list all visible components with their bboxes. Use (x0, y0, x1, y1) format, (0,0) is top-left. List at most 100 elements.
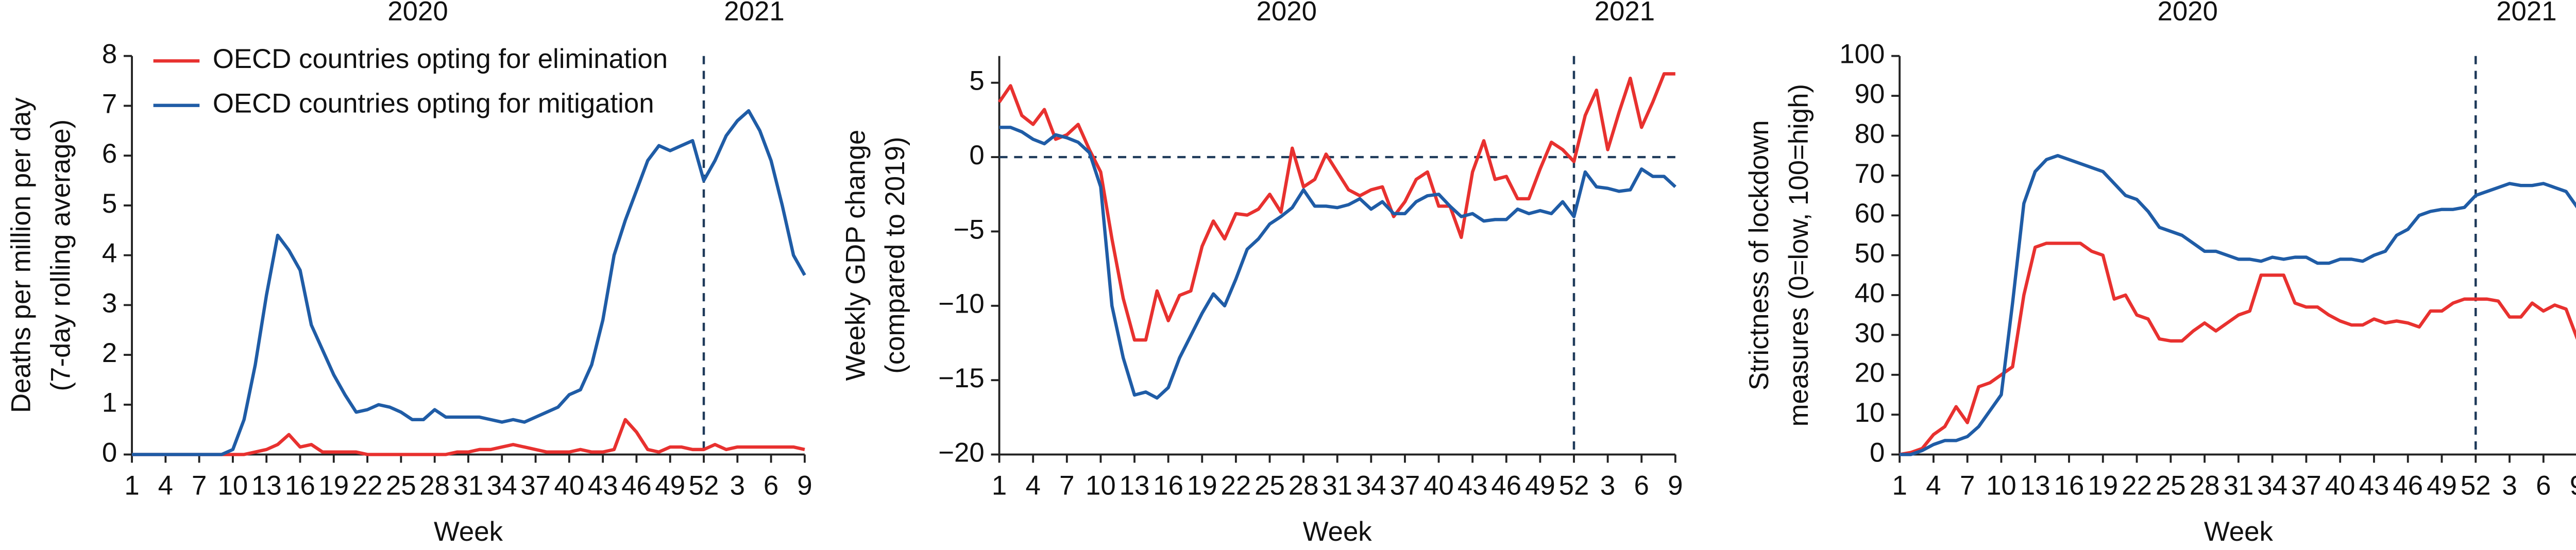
y-tick-label: 1 (102, 388, 117, 418)
y-tick-label: 2 (102, 338, 117, 368)
y-tick-label: 10 (1855, 398, 1885, 428)
y-tick-label: 100 (1839, 39, 1885, 70)
x-tick-label: 3 (2502, 470, 2517, 501)
x-tick-label: 40 (2325, 470, 2355, 501)
y-tick-label: 70 (1855, 159, 1885, 189)
x-tick-label: 7 (1960, 470, 1975, 501)
x-tick-label: 37 (1390, 470, 1420, 501)
x-tick-label: 9 (2570, 470, 2576, 501)
x-tick-label: 31 (453, 470, 484, 501)
x-tick-label: 10 (218, 470, 248, 501)
x-tick-label: 28 (419, 470, 450, 501)
x-tick-label: 1 (124, 470, 139, 501)
x-axis-label: Week (2204, 517, 2274, 547)
y-tick-label: 80 (1855, 118, 1885, 149)
y-axis-label: Deaths per million per day (6, 97, 37, 413)
x-tick-label: 4 (1926, 470, 1941, 501)
y-tick-label: 60 (1855, 198, 1885, 229)
x-tick-label: 7 (192, 470, 207, 501)
x-tick-label: 25 (2156, 470, 2186, 501)
x-tick-label: 4 (1026, 470, 1041, 501)
y-axis-label: (7-day rolling average) (46, 119, 76, 391)
x-tick-label: 1 (1892, 470, 1907, 501)
x-tick-label: 31 (1322, 470, 1352, 501)
y-axis-label: measures (0=low, 100=high) (1784, 84, 1814, 427)
x-tick-label: 46 (2393, 470, 2423, 501)
y-tick-label: 4 (102, 238, 117, 269)
legend-label: OECD countries opting for elimination (213, 44, 668, 74)
x-tick-label: 16 (2054, 470, 2084, 501)
year-label: 2020 (1257, 0, 1317, 27)
x-tick-label: 43 (588, 470, 618, 501)
x-tick-label: 22 (352, 470, 383, 501)
x-tick-label: 19 (318, 470, 349, 501)
x-tick-label: 10 (1986, 470, 2016, 501)
year-label: 2021 (2496, 0, 2556, 27)
x-tick-label: 37 (520, 470, 551, 501)
x-tick-label: 31 (2223, 470, 2253, 501)
series-line (999, 126, 1677, 400)
x-tick-label: 9 (1668, 470, 1683, 501)
x-tick-label: 46 (621, 470, 652, 501)
x-tick-label: 34 (1356, 470, 1386, 501)
x-tick-label: 16 (1153, 470, 1183, 501)
year-label: 2021 (1595, 0, 1655, 27)
x-tick-label: 25 (386, 470, 416, 501)
x-tick-label: 10 (1086, 470, 1116, 501)
y-tick-label: 5 (969, 66, 984, 96)
y-tick-label: 30 (1855, 318, 1885, 348)
x-tick-label: 22 (1221, 470, 1251, 501)
y-tick-label: 20 (1855, 358, 1885, 388)
x-tick-label: 13 (2020, 470, 2050, 501)
x-tick-label: 6 (764, 470, 778, 501)
x-tick-label: 9 (797, 470, 812, 501)
y-tick-label: 0 (1870, 437, 1885, 468)
x-tick-label: 6 (2536, 470, 2551, 501)
x-tick-label: 49 (655, 470, 685, 501)
x-tick-label: 25 (1255, 470, 1285, 501)
x-tick-label: 34 (2257, 470, 2287, 501)
x-axis-label: Week (434, 517, 503, 547)
y-axis-label: (compared to 2019) (880, 136, 910, 373)
y-tick-label: 0 (102, 437, 117, 468)
x-tick-label: 28 (1289, 470, 1319, 501)
series-line (1900, 153, 2576, 456)
x-tick-label: 40 (554, 470, 584, 501)
y-tick-label: 7 (102, 89, 117, 119)
x-tick-label: 3 (730, 470, 745, 501)
series-line (1899, 242, 2576, 456)
y-tick-label: 0 (969, 140, 984, 170)
x-tick-label: 13 (1120, 470, 1150, 501)
series-line (997, 72, 1675, 342)
x-tick-label: 49 (1525, 470, 1555, 501)
y-tick-label: 90 (1855, 79, 1885, 109)
y-tick-label: −10 (938, 289, 985, 319)
x-tick-label: 19 (1187, 470, 1217, 501)
x-tick-label: 34 (487, 470, 517, 501)
series-line (132, 418, 805, 456)
x-tick-label: 13 (251, 470, 282, 501)
y-tick-label: 8 (102, 39, 117, 70)
x-tick-label: 28 (2190, 470, 2220, 501)
x-tick-label: 4 (158, 470, 173, 501)
y-axis-label: Strictness of lockdown (1744, 120, 1774, 390)
y-tick-label: 3 (102, 288, 117, 318)
year-label: 2020 (387, 0, 448, 27)
x-tick-label: 43 (2359, 470, 2389, 501)
x-tick-label: 3 (1600, 470, 1615, 501)
x-axis-label: Week (1303, 517, 1372, 547)
series-line (132, 109, 806, 456)
x-tick-label: 40 (1423, 470, 1454, 501)
x-tick-label: 37 (2291, 470, 2321, 501)
y-tick-label: −5 (954, 214, 985, 245)
x-tick-label: 52 (689, 470, 719, 501)
y-tick-label: −15 (938, 363, 985, 393)
y-tick-label: 50 (1855, 238, 1885, 269)
x-tick-label: 16 (285, 470, 315, 501)
y-tick-label: 40 (1855, 278, 1885, 308)
year-label: 2020 (2157, 0, 2217, 27)
x-tick-label: 46 (1491, 470, 1521, 501)
x-tick-label: 7 (1059, 470, 1074, 501)
